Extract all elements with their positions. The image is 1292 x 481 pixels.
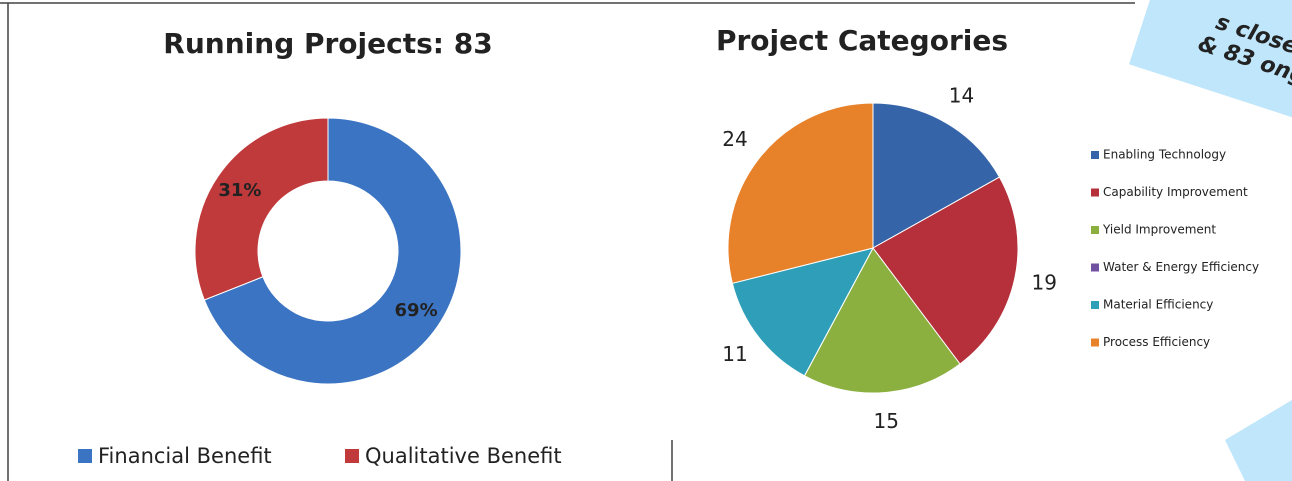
sticky-note: s closed p & 83 ongo xyxy=(1129,0,1292,123)
slice xyxy=(872,102,1001,249)
slice xyxy=(731,247,874,377)
slice xyxy=(872,176,1019,365)
slice xyxy=(203,117,462,385)
legend-label: Qualitative Benefit xyxy=(365,444,562,468)
legend-label: Water & Energy Efficiency xyxy=(1103,260,1259,274)
legend-label: Material Efficiency xyxy=(1103,298,1213,312)
data-label: 24 xyxy=(722,127,747,151)
chart-title: Running Projects: 83 xyxy=(163,27,492,60)
legend-swatch xyxy=(1091,226,1099,234)
note-corner xyxy=(1225,400,1292,481)
legend-swatch xyxy=(1091,338,1099,347)
data-label: 69% xyxy=(395,300,438,321)
data-label: 14 xyxy=(949,84,974,108)
note-paper xyxy=(1129,0,1292,123)
data-label: 11 xyxy=(722,342,747,366)
slice xyxy=(194,117,329,301)
slice xyxy=(727,102,874,284)
data-label: 15 xyxy=(874,409,899,433)
chart-title: Project Categories xyxy=(716,24,1008,57)
legend-label: Yield Improvement xyxy=(1102,223,1216,237)
legend-label: Financial Benefit xyxy=(98,444,272,468)
legend-swatch xyxy=(1091,151,1099,159)
data-label: 19 xyxy=(1031,271,1056,295)
slice xyxy=(803,247,961,394)
legend-swatch xyxy=(1091,188,1099,197)
legend-swatch xyxy=(78,449,92,463)
legend-swatch xyxy=(1091,301,1099,309)
legend-label: Process Efficiency xyxy=(1103,335,1210,349)
legend-swatch xyxy=(345,449,359,463)
legend-swatch xyxy=(1091,263,1099,272)
legend-label: Enabling Technology xyxy=(1103,148,1226,162)
legend-label: Capability Improvement xyxy=(1103,185,1248,199)
data-label: 31% xyxy=(218,180,261,201)
